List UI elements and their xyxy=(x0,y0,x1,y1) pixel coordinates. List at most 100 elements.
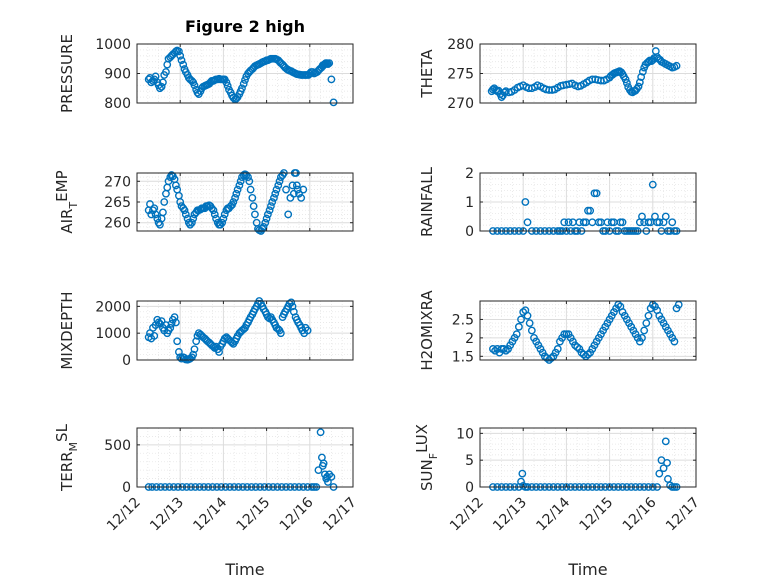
data-point xyxy=(212,214,220,223)
data-point xyxy=(246,185,255,194)
data-point xyxy=(267,202,275,211)
x-axis-label-left: Time xyxy=(224,560,264,579)
data-point xyxy=(648,180,657,189)
data-point xyxy=(159,208,167,217)
data-point xyxy=(235,181,244,190)
data-point xyxy=(216,220,225,229)
data-point xyxy=(222,78,231,87)
data-point xyxy=(329,98,338,107)
data-point xyxy=(287,298,296,307)
data-point xyxy=(244,173,252,182)
data-point xyxy=(262,214,271,223)
data-point xyxy=(553,345,562,353)
y-axis-label: THETA xyxy=(418,49,436,99)
data-point xyxy=(303,326,312,335)
data-point xyxy=(187,218,196,227)
data-point xyxy=(270,193,278,202)
data-point xyxy=(327,75,336,84)
data-point xyxy=(179,60,188,69)
y-axis-label: PRESSURE xyxy=(58,34,76,113)
data-point xyxy=(295,189,303,198)
data-series xyxy=(489,300,683,364)
data-point xyxy=(545,86,554,94)
data-point xyxy=(292,181,301,190)
data-point xyxy=(518,469,527,478)
data-point xyxy=(210,210,219,219)
data-point xyxy=(327,472,336,481)
data-point xyxy=(159,78,167,87)
data-point xyxy=(175,348,183,356)
data-point xyxy=(176,51,185,60)
data-point xyxy=(190,345,199,354)
data-point xyxy=(241,76,249,84)
data-point xyxy=(634,82,643,91)
data-point xyxy=(171,318,180,327)
x-tick-label: 12/16 xyxy=(620,494,660,534)
subplot-mixdepth: 0 1000 2000 MIXDEPTH xyxy=(58,291,354,370)
data-point xyxy=(268,198,277,206)
data-point xyxy=(297,193,306,202)
data-point xyxy=(523,218,532,227)
data-point xyxy=(564,218,573,227)
data-point xyxy=(157,82,166,91)
data-point xyxy=(661,212,670,221)
data-point xyxy=(502,346,510,355)
x-tick-label: 12/14 xyxy=(533,494,573,534)
y-tick-label: 5 xyxy=(465,453,474,469)
data-point xyxy=(514,322,523,331)
data-point xyxy=(236,177,245,186)
data-point xyxy=(517,315,525,324)
y-tick-label: 1000 xyxy=(95,326,131,342)
data-point xyxy=(525,319,534,328)
data-point xyxy=(207,204,216,213)
data-point xyxy=(644,311,653,320)
y-axis-label: TERRMSL xyxy=(53,423,80,492)
plot-area xyxy=(137,428,353,487)
y-tick-label: 2 xyxy=(465,166,474,182)
data-point xyxy=(151,210,160,219)
data-point xyxy=(618,218,627,227)
data-point xyxy=(238,84,246,93)
data-point xyxy=(251,210,259,219)
x-tick-label: 12/14 xyxy=(190,494,230,534)
y-tick-label: 800 xyxy=(104,96,131,112)
figure-title: Figure 2 high xyxy=(185,17,305,36)
x-tick-label: 12/16 xyxy=(277,494,317,534)
data-point xyxy=(245,177,254,186)
x-tick-label: 12/12 xyxy=(447,495,487,535)
data-point xyxy=(635,78,644,87)
data-point xyxy=(265,206,274,215)
data-point xyxy=(249,202,258,211)
data-point xyxy=(239,79,248,88)
data-point xyxy=(314,466,323,475)
data-series xyxy=(144,297,312,364)
y-tick-label: 260 xyxy=(104,216,131,232)
data-point xyxy=(180,206,189,215)
data-point xyxy=(668,218,677,227)
y-tick-label: 10 xyxy=(456,426,474,442)
y-tick-label: 265 xyxy=(104,195,131,211)
data-point xyxy=(289,189,298,198)
data-point xyxy=(189,350,198,359)
data-point xyxy=(189,214,198,223)
data-point xyxy=(263,210,272,219)
data-point xyxy=(183,214,192,223)
y-tick-label: 2000 xyxy=(95,299,131,315)
data-point xyxy=(167,319,176,328)
data-point xyxy=(588,75,597,84)
data-point xyxy=(638,333,646,342)
data-point xyxy=(670,337,679,346)
data-point xyxy=(229,198,238,206)
data-point xyxy=(638,67,647,76)
data-point xyxy=(150,331,159,340)
data-point xyxy=(147,210,156,219)
y-axis-label: AIRTEMP xyxy=(53,170,80,233)
x-tick-label: 12/13 xyxy=(147,495,187,535)
data-point xyxy=(261,218,270,227)
data-point xyxy=(319,459,328,468)
y-axis-label: H2OMIXRA xyxy=(418,290,436,371)
subplot-theta: 270 275 280 THETA xyxy=(418,37,697,112)
data-point xyxy=(640,326,649,335)
y-tick-label: 270 xyxy=(104,174,131,190)
